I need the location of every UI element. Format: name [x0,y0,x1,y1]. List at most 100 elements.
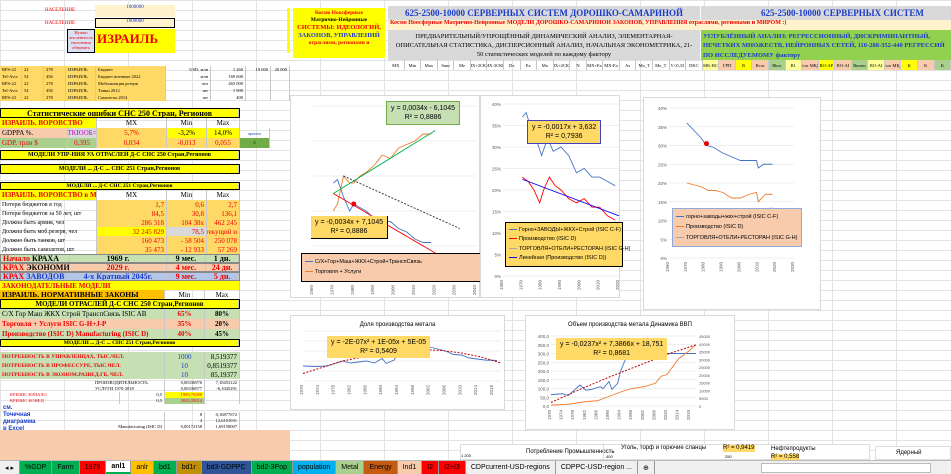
chart-legend[interactable]: горно+заводы+жкх+строй (ISIC C-F) Произво… [672,208,802,248]
crash-label[interactable]: Начало КРАХА [1,255,71,262]
gdppa-code[interactable]: ТКЮОБ= [68,128,97,138]
column-header[interactable]: Rcor МКД [884,60,902,70]
data-row-cell[interactable]: Танки 2012 [96,87,166,94]
tab-bd2-3pop[interactable]: bd2-3Pop [251,461,293,474]
data-row-cell[interactable]: млн [166,73,211,80]
mo-row-cell[interactable]: 32 245 829 [97,227,167,236]
calc-row-cell[interactable]: 1969,76388 [165,392,205,398]
crash-days[interactable]: 24 дн. [206,264,239,271]
column-header[interactable]: Dx [504,60,521,70]
need-row-cell[interactable]: 1000 [165,352,205,361]
branch-row-cell[interactable]: 65% [165,309,205,319]
calc-row-cell[interactable]: 0,5 [120,398,165,404]
data-row-cell[interactable]: 22 [22,80,44,87]
horizontal-scrollbar[interactable] [761,463,931,473]
series-line-4[interactable] [343,175,460,229]
tab-bd1[interactable]: bd1 [154,461,177,474]
series-line-3[interactable] [522,178,619,217]
data-row-cell[interactable]: ИЗРАИЛЬ [66,80,96,87]
tab-ind1[interactable]: Ind1 [397,461,423,474]
theft-label[interactable]: ИЗРАИЛЬ. ВОРОВСТВО [0,118,97,128]
branch-row-cell[interactable]: С/Х Гор Маш ЖКХ Строй ТранспСвязь ISIC A… [0,309,165,319]
tail-row-cell[interactable] [0,418,165,424]
series-line-1[interactable] [686,182,773,203]
column-header[interactable]: МХ+2СКО [554,60,571,70]
data-row-cell[interactable] [271,87,290,94]
mo-row-cell[interactable]: 30,8 [167,209,207,218]
tail-row-cell[interactable]: 1,69158007 [205,424,240,430]
chart-sector-shares[interactable]: 1960 1970 1980 1990 2000 2010 2020 2030 2040 y = … [290,95,481,298]
data-row-cell[interactable]: 400 [211,94,246,101]
legend-item[interactable]: Линейная (Производство (ISIC D)) [509,254,619,263]
data-row-cell[interactable]: Tel-Aviv [0,87,22,94]
tail-row-cell[interactable]: 0,16877672 [205,412,240,418]
column-header[interactable]: МХ+Ex [587,60,604,70]
need-row-cell[interactable]: ПОТРЕБНОСТЬ В ПРОФЕССУРЕ, ТЫС.ЧЕЛ. [0,361,165,370]
scatter-link[interactable]: см. Точечная диаграмма в Excel [3,405,36,432]
column-header[interactable]: Rnorm [851,60,869,70]
tail-row-cell[interactable]: 12,6101031 [205,418,240,424]
column-header[interactable]: DKC [686,60,703,70]
chart-industry-shares[interactable]: 0% 5% 10% 15% 20% 25% 30% 35% 40% 1960 1970 1980 199… [480,95,630,298]
calc-row-cell[interactable] [205,392,240,398]
data-row-cell[interactable]: 19 000 [246,66,271,73]
tab-cdpcurrent-usd-regions[interactable]: CDPcurrent-USD-regions [465,461,556,474]
need-row-cell[interactable]: 85,19377 [205,370,240,379]
column-header[interactable]: МХ-3СКО [487,60,504,70]
column-header[interactable]: Mo_T [653,60,670,70]
series-line-1[interactable] [332,133,432,212]
data-row-cell[interactable]: RPS-22 [0,94,22,101]
note-update-population[interactable]: Нужно численность населения обновить [67,29,95,53]
data-row-cell[interactable]: ИЗРАИЛЬ [66,66,96,73]
mo-row-cell[interactable]: Должна быть армия, чел [0,218,97,227]
column-header[interactable]: Sum [438,60,455,70]
chart-strip-1[interactable]: Потребление Промышленность 1 200 Уголь, … [460,443,870,461]
crash-days[interactable]: 1 дн. [206,255,239,262]
data-row-cell[interactable]: шт [166,87,211,94]
tail-row-cell[interactable]: 4 [165,418,205,424]
column-header[interactable]: Rcor МКД [802,60,819,70]
mo-row-cell[interactable]: текущий и [207,227,240,236]
legend-item[interactable]: ТОРГОВЛЯ+ОТЕЛИ+РЕСТОРАН (ISIC G-H) [509,245,630,254]
column-header[interactable]: Mo [537,60,554,70]
tab-population[interactable]: population [292,461,337,474]
data-row-cell[interactable]: ИЗРАИЛЬ [66,87,96,94]
legend-item[interactable]: С/Х+Гор+Маш+ЖКХ+Строй+ТранспСвязь [305,257,477,267]
tab-cdppc-usd-region-[interactable]: CDPPC-USD-region ... [555,461,638,474]
stat-errors-title[interactable]: Статистические ошибки СНС 250 Стран, Рег… [0,108,240,118]
column-header[interactable]: K [934,60,951,70]
cell-population-label-2[interactable]: НАСЕЛЕНИЕ [45,21,76,26]
branch-row-cell[interactable]: Производство (ISIC D) Manufacturing (ISI… [0,329,165,339]
branch-row-cell[interactable]: 45% [205,329,240,339]
branch-row-cell[interactable]: 40% [165,329,205,339]
data-row-cell[interactable] [271,80,290,87]
column-header[interactable]: B1 [785,60,803,70]
tab-anl1[interactable]: anl1 [106,461,132,474]
chart-legend[interactable]: Горно+ЗАВОДЫ+ЖКХ+Строй (ISIC C-F) Произво… [505,222,630,268]
data-row-cell[interactable] [271,94,290,101]
mo-row-cell[interactable]: 250 078 [207,236,240,245]
need-row-cell[interactable]: ПОТРЕБНОСТЬ В УПРАВЛЕНЦАХ, ТЫС.ЧЕЛ. [0,352,165,361]
column-header[interactable]: Rcor [752,60,769,70]
legend-item[interactable]: горно+заводы+жкх+строй (ISIC C-F) [676,212,798,222]
legend-item[interactable]: Производство (ISIC D) [509,235,619,244]
calc-row-cell[interactable]: -6,1045291 [205,386,240,392]
column-header[interactable]: Rkor [768,60,786,70]
calc-row-cell[interactable]: УСЛУГИ 1970-2018 [0,386,165,392]
legend-item[interactable]: Торговля + Услуги [305,267,477,277]
data-row-cell[interactable]: Tel-Aviv [0,73,22,80]
banner-title[interactable]: 625-2500-10000 СЕРВЕРНЫХ СИСТЕМ ДОРОШКО-… [388,6,700,20]
data-row-cell[interactable]: Самолеты 2014 [96,94,166,101]
series-line-2[interactable] [333,130,436,194]
gdp-label[interactable]: GDP, трлн $ [0,138,68,148]
data-row-cell[interactable]: 456 [44,73,66,80]
data-row-cell[interactable]: 169 600 [211,73,246,80]
cell-population-value[interactable]: 1000000 [95,5,175,17]
mo-row-cell[interactable]: Должно быть танков, шт [0,236,97,245]
gdp-flag[interactable]: < [240,138,270,148]
data-row-cell[interactable]: 278 [44,66,66,73]
model-title-4[interactable]: МОДЕЛИ ... Д-С ... СНС 251 Стран,Регионо… [0,339,240,347]
column-header[interactable]: MK-BC [702,60,720,70]
tab-bd1r[interactable]: bd1r [176,461,202,474]
data-row-cell[interactable]: чел [166,80,211,87]
